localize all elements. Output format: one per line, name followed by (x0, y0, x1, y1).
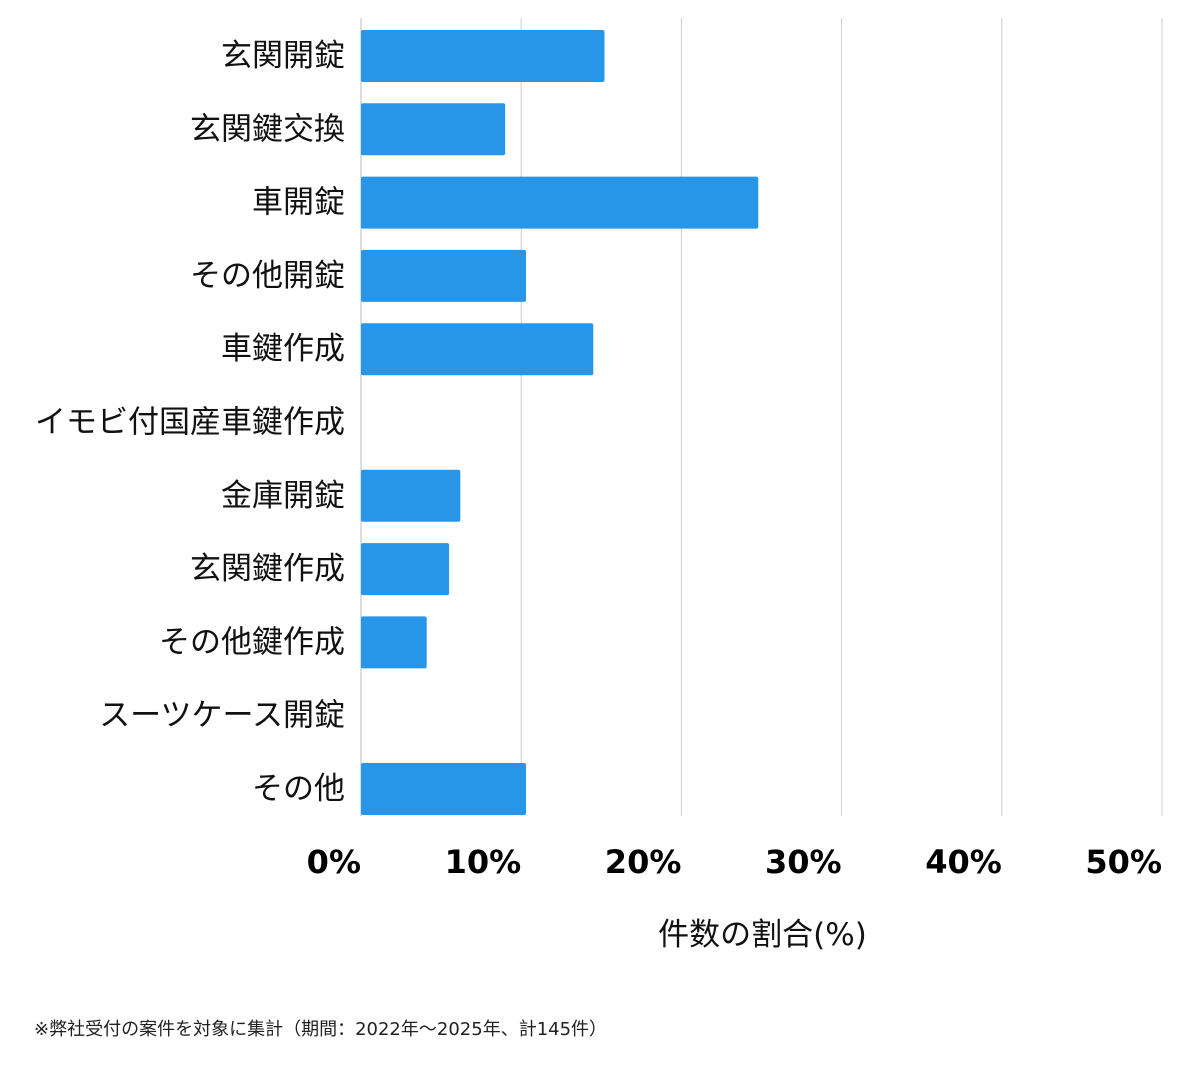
x-tick-label: 20% (605, 843, 682, 881)
category-label: その他鍵作成 (159, 624, 345, 660)
bar (361, 323, 594, 376)
category-label: 車開錠 (252, 185, 345, 221)
footnote: ※弊社受付の案件を対象に集計（期間：2022年〜2025年、計145件） (34, 1019, 608, 1040)
bar (361, 469, 461, 522)
category-label: イモビ付国産車鍵作成 (35, 405, 345, 441)
category-label: 玄関開錠 (221, 38, 345, 74)
x-tick-label: 0% (307, 843, 361, 881)
x-tick-label: 40% (925, 843, 1002, 881)
bar (361, 763, 527, 815)
category-label: 車鍵作成 (221, 331, 345, 367)
x-tick-label: 30% (765, 843, 842, 881)
category-label: 金庫開錠 (221, 478, 345, 514)
category-label: 玄関鍵作成 (190, 551, 345, 587)
bar (361, 543, 450, 596)
category-label: スーツケース開錠 (99, 698, 345, 734)
bar (361, 176, 759, 229)
bars (361, 30, 759, 815)
x-axis-title: 件数の割合(%) (658, 917, 867, 953)
x-tick-label: 50% (1085, 843, 1162, 881)
x-tick-labels: 0% 10% 20% 30% 40% 50% (307, 843, 1162, 881)
category-label: その他 (252, 771, 345, 807)
category-label: 玄関鍵交換 (190, 111, 345, 147)
x-tick-label: 10% (445, 843, 522, 881)
bar (361, 249, 527, 302)
bar (361, 103, 506, 156)
bar (361, 30, 605, 82)
bar (361, 616, 427, 669)
gridlines (360, 18, 1163, 816)
category-label: その他開錠 (190, 258, 345, 294)
category-labels: 玄関開錠玄関鍵交換車開錠その他開錠車鍵作成イモビ付国産車鍵作成金庫開錠玄関鍵作成… (35, 38, 345, 807)
